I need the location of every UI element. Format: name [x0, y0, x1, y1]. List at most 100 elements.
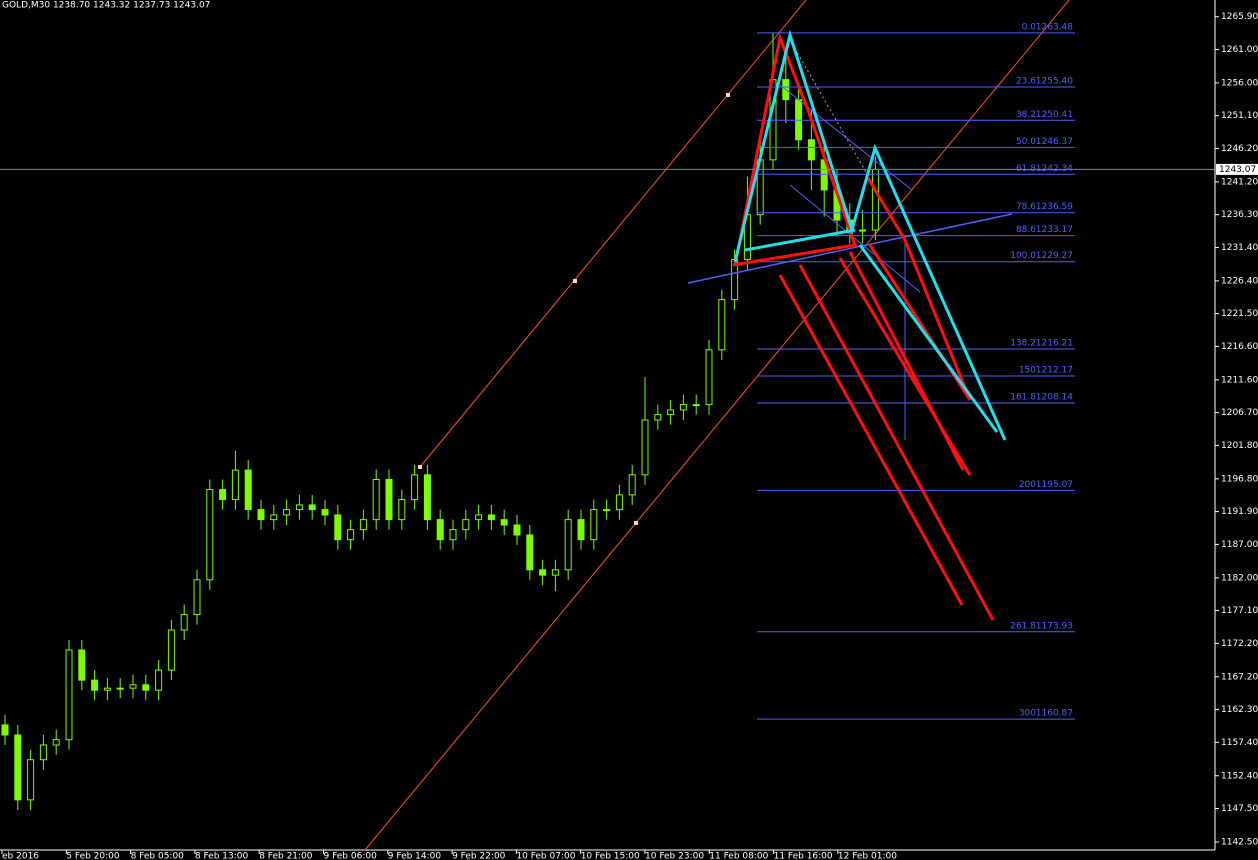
x-tick-label: 5 Feb 20:00: [66, 852, 120, 860]
y-tick-label: 1172.20: [1221, 639, 1258, 649]
channel-point: [418, 465, 422, 469]
cyan-pattern: [733, 29, 1007, 441]
candle-body: [78, 649, 86, 681]
candle-body: [244, 469, 252, 511]
cyan-line: [744, 228, 856, 252]
x-tick-label: 8 Feb 05:00: [131, 852, 185, 860]
fib-price: 1160.87: [1036, 709, 1073, 719]
candle-body: [807, 139, 815, 161]
y-tick-label: 1206.70: [1221, 408, 1258, 418]
y-tick-label: 1216.60: [1221, 342, 1258, 352]
y-tick-label: 1157.40: [1221, 738, 1258, 748]
fib-level: 50.0: [1016, 137, 1036, 147]
candle-body: [628, 474, 636, 496]
x-tick-label: 9 Feb 06:00: [324, 852, 378, 860]
red-arrow: [778, 274, 964, 606]
fib-level: 200: [1019, 480, 1036, 490]
x-tick-label: 9 Feb 22:00: [452, 852, 506, 860]
fib-price: 1242.34: [1036, 164, 1073, 174]
candle-body: [283, 509, 291, 516]
fib-level: 23.6: [1016, 76, 1036, 86]
candle-body: [116, 687, 124, 690]
fib-level: 88.6: [1016, 225, 1036, 235]
fib-level: 300: [1019, 709, 1036, 719]
candle-body: [103, 687, 111, 691]
fib-level: 161.8: [1010, 392, 1036, 402]
red-arrows: [732, 32, 995, 621]
dotted-line: [789, 39, 906, 241]
candle-body: [39, 744, 47, 761]
y-tick-label: 1191.90: [1221, 507, 1258, 517]
candle-body: [1, 724, 9, 736]
candle-body: [398, 499, 406, 521]
y-tick-label: 1251.10: [1221, 111, 1258, 121]
candle-body: [385, 479, 393, 521]
candle-body: [206, 489, 214, 581]
candle-body: [180, 614, 188, 631]
candle-body: [321, 509, 329, 516]
x-tick-label: 12 Feb 01:00: [838, 852, 897, 860]
candle-body: [487, 514, 495, 521]
candle-body: [14, 734, 22, 801]
y-tick-label: 1196.80: [1221, 474, 1258, 484]
fib-level: 138.2: [1010, 339, 1036, 349]
fib-price: 1236.59: [1036, 202, 1073, 212]
candle-body: [526, 534, 534, 571]
candle-body: [91, 679, 99, 691]
candle-body: [231, 469, 239, 501]
candle-body: [219, 489, 227, 501]
trendline: [789, 184, 921, 293]
fib-price: 1233.17: [1036, 225, 1073, 235]
channel-lower: [364, 0, 1070, 851]
trendline: [779, 84, 913, 191]
candle-body: [692, 404, 700, 407]
channel: [364, 0, 1070, 851]
fib-level: 61.8: [1016, 164, 1036, 174]
fib-level: 0.0: [1022, 22, 1037, 32]
candle-body: [257, 509, 265, 521]
candle-body: [347, 529, 355, 541]
candle-body: [475, 514, 483, 521]
candle-body: [513, 524, 521, 536]
red-pattern: [732, 32, 858, 267]
candle-body: [436, 519, 444, 541]
x-tick-label: 10 Feb 15:00: [581, 852, 640, 860]
y-tick-label: 1162.30: [1221, 705, 1258, 715]
x-tick-label: 10 Feb 23:00: [645, 852, 704, 860]
red-arrow: [848, 251, 965, 471]
y-tick-label: 1226.40: [1221, 276, 1258, 286]
red-arrow: [866, 177, 972, 401]
red-arrow: [798, 264, 995, 621]
candle-body: [359, 519, 367, 531]
fib-price: 1208.14: [1036, 392, 1073, 402]
candle-body: [667, 409, 675, 416]
fib-price: 1212.17: [1036, 366, 1073, 376]
candle-body: [500, 519, 508, 526]
fib-level: 261.8: [1010, 621, 1036, 631]
y-tick-label: 1201.80: [1221, 441, 1258, 451]
candle-body: [52, 739, 60, 746]
fib-price: 1173.93: [1036, 621, 1073, 631]
x-tick-label: 11 Feb 16:00: [774, 852, 833, 860]
channel-points: [418, 93, 730, 525]
chart-title: GOLD,M30 1238.70 1243.32 1237.73 1243.07: [2, 1, 210, 11]
y-tick-label: 1147.50: [1221, 804, 1258, 814]
candle-body: [372, 479, 380, 521]
y-tick-label: 1187.00: [1221, 540, 1258, 550]
channel-point: [726, 93, 730, 97]
candle-body: [654, 414, 662, 421]
candle-body: [334, 514, 342, 541]
y-tick-label: 1182.00: [1221, 573, 1258, 583]
y-tick-label: 1256.00: [1221, 78, 1258, 88]
candle-body: [449, 529, 457, 541]
fib-price: 1216.21: [1036, 339, 1073, 349]
candle-body: [65, 649, 73, 741]
x-tick-label: 11 Feb 08:00: [709, 852, 768, 860]
drawings: [687, 29, 1013, 621]
fib-price: 1255.40: [1036, 76, 1073, 86]
fib-price: 1263.48: [1036, 22, 1073, 32]
fib-price: 1246.37: [1036, 137, 1073, 147]
